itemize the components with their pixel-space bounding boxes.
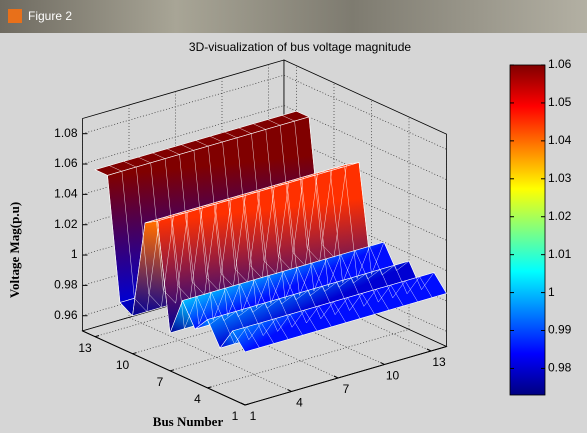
- title-bar: [0, 0, 587, 33]
- colorbar: [509, 64, 546, 396]
- x-tick-label: 1: [232, 409, 239, 423]
- mesh-line: [152, 152, 303, 336]
- y-tick-label: 4: [296, 396, 303, 410]
- colorbar-tick-label: 1.06: [548, 57, 572, 71]
- z-tick-label: 0.96: [54, 308, 78, 322]
- plot-area: 0.96 0.98 1 1.02 1.04 1.06 1.08 1 4 7 10 13 1 4 7 10 13 0…: [54, 57, 572, 423]
- x-axis-label: Bus Number: [153, 414, 224, 429]
- window-icon: [8, 9, 22, 23]
- mesh-line: [195, 140, 347, 323]
- mesh-line: [181, 144, 332, 327]
- y-tick-label: 1: [250, 409, 257, 423]
- z-tick-label: 1.02: [54, 217, 78, 231]
- box-edge: [82, 330, 246, 406]
- mesh-line: [123, 161, 275, 344]
- z-tick-label: 1.06: [54, 156, 78, 170]
- colorbar-tick-label: 0.99: [548, 323, 572, 337]
- tick-mark: [287, 389, 292, 392]
- z-tick-label: 1: [71, 247, 78, 261]
- box-edge: [244, 346, 447, 406]
- mesh-line: [238, 127, 390, 311]
- mesh-line: [209, 136, 361, 319]
- grid-line: [82, 105, 447, 180]
- mesh-line: [109, 165, 260, 348]
- tick-mark: [426, 348, 432, 352]
- mesh-line: [94, 169, 246, 353]
- colorbar-tick-label: 1.05: [548, 95, 572, 109]
- grid-line: [169, 99, 372, 372]
- colorbar-tick-label: 1: [548, 285, 555, 299]
- grid-line: [82, 74, 447, 150]
- window-title: Figure 2: [28, 9, 72, 23]
- chart-title: 3D-visualization of bus voltage magnitud…: [189, 40, 411, 54]
- grid-line: [132, 82, 335, 355]
- colorbar-tick-label: 1.02: [548, 209, 572, 223]
- colorbar-tick-label: 1.01: [548, 247, 572, 261]
- z-tick-label: 1.08: [54, 126, 78, 140]
- z-tick-label: 0.98: [54, 278, 78, 292]
- x-tick-label: 10: [116, 358, 130, 372]
- tick-mark: [333, 375, 339, 379]
- x-tick-label: 4: [194, 392, 201, 406]
- z-axis-label: Voltage Mag(p.u): [7, 202, 22, 298]
- x-tick-label: 13: [78, 341, 92, 355]
- y-tick-label: 10: [386, 369, 400, 383]
- mesh-line: [138, 156, 289, 340]
- tick-mark: [380, 362, 385, 365]
- grid-line: [207, 117, 410, 389]
- mesh-line: [267, 119, 418, 302]
- mesh-line: [296, 110, 447, 294]
- mesh-line: [224, 131, 375, 315]
- mesh-line: [281, 115, 433, 298]
- colorbar-tick-label: 1.04: [548, 133, 572, 147]
- z-tick-label: 1.04: [54, 187, 78, 201]
- colorbar-tick-label: 1.03: [548, 171, 572, 185]
- y-tick-label: 13: [432, 355, 446, 369]
- y-tick-label: 7: [343, 382, 350, 396]
- x-tick-label: 7: [157, 375, 164, 389]
- colorbar-tick-label: 0.98: [548, 361, 572, 375]
- mesh-line: [166, 148, 318, 332]
- mesh-line: [253, 123, 404, 307]
